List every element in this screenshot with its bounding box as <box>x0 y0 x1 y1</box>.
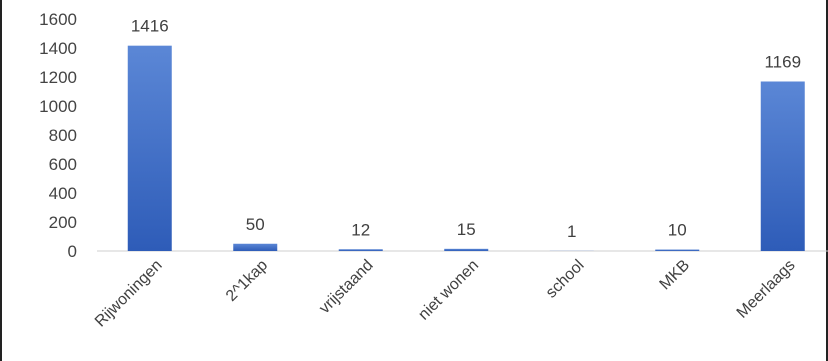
y-axis-ticks: 0 200 400 600 800 1000 1200 1400 1600 <box>39 10 77 261</box>
category-label-4: school <box>543 257 588 302</box>
bar-2 <box>338 249 383 251</box>
bar-5 <box>655 249 700 251</box>
category-label-6: Meerlaags <box>734 257 799 322</box>
bar-0 <box>127 45 172 252</box>
category-label-2: vrijstaand <box>316 257 376 317</box>
data-label-6: 1169 <box>764 52 801 71</box>
y-tick-label: 0 <box>68 242 77 261</box>
y-tick-label: 400 <box>49 184 77 203</box>
category-label-5: MKB <box>657 257 694 294</box>
data-label-0: 1416 <box>131 17 169 36</box>
y-tick-label: 600 <box>49 155 77 174</box>
y-tick-label: 1400 <box>39 39 77 58</box>
y-tick-label: 800 <box>49 126 77 145</box>
category-labels-group: Rijwoningen 2^1kap vrijstaand niet wonen sch… <box>92 257 799 331</box>
category-label-0: Rijwoningen <box>92 257 166 331</box>
bars-group <box>127 45 805 252</box>
y-tick-label: 200 <box>49 213 77 232</box>
data-label-2: 12 <box>351 220 370 239</box>
y-tick-label: 1000 <box>39 97 77 116</box>
data-label-4: 1 <box>567 222 576 241</box>
bar-3 <box>444 248 489 251</box>
data-label-5: 10 <box>668 221 687 240</box>
data-labels-group: 1416 50 12 15 1 10 1169 <box>131 17 801 241</box>
y-tick-label: 1600 <box>39 10 77 29</box>
bar-6 <box>760 81 805 252</box>
category-label-3: niet wonen <box>415 257 482 324</box>
category-label-1: 2^1kap <box>223 257 271 305</box>
data-label-1: 50 <box>246 215 265 234</box>
bar-1 <box>233 243 278 251</box>
data-label-3: 15 <box>457 220 476 239</box>
y-tick-label: 1200 <box>39 68 77 87</box>
